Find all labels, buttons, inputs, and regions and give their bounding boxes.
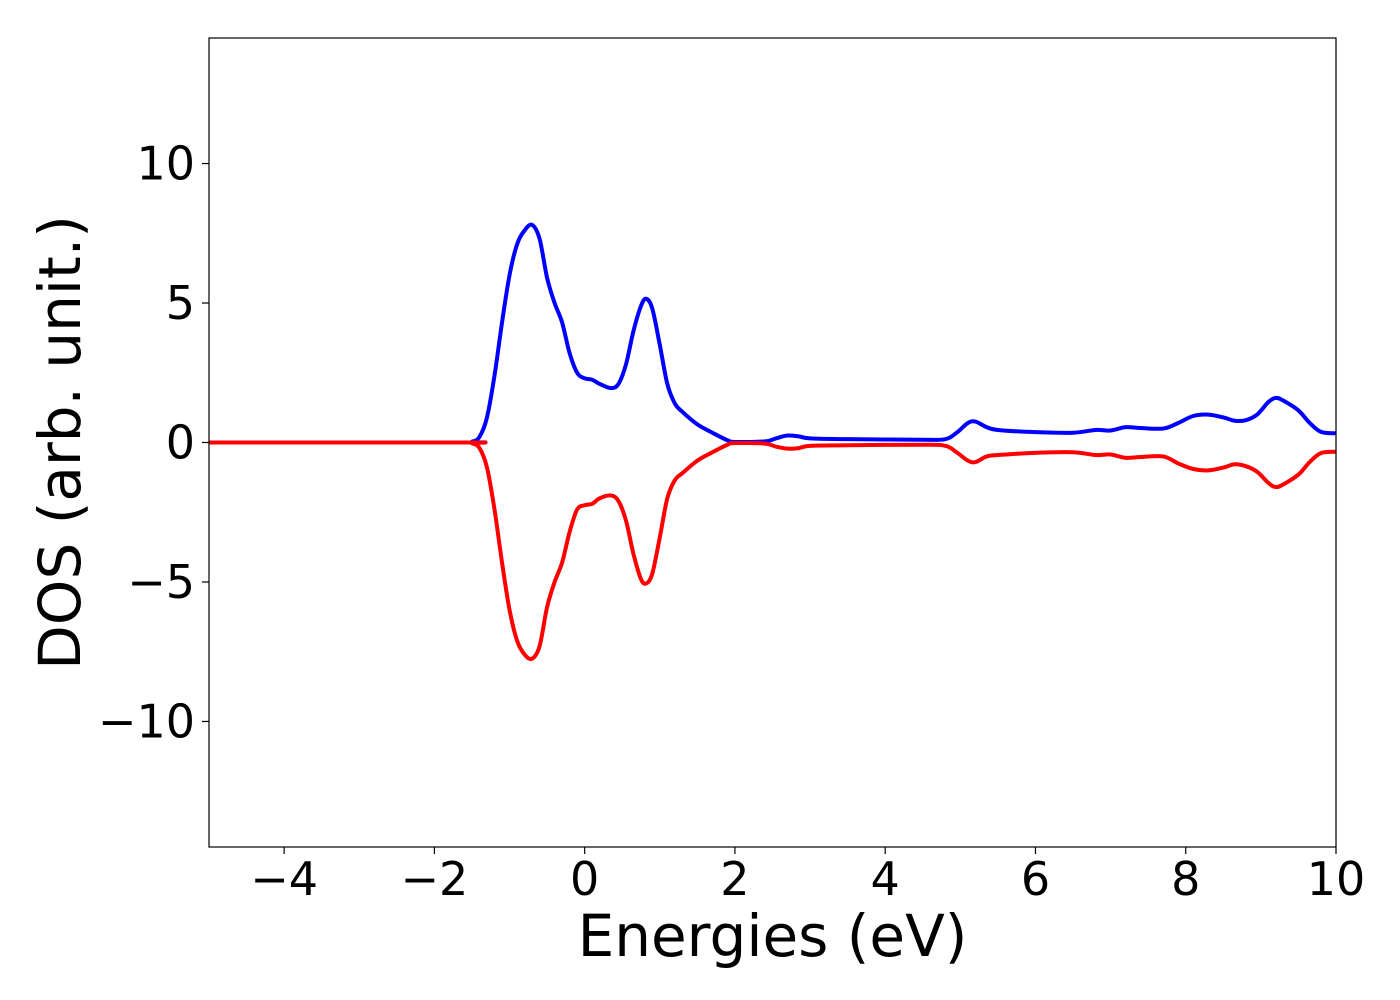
y-tick-label: 10 <box>136 137 195 191</box>
y-tick-label: 5 <box>166 276 195 330</box>
y-tick-label: −10 <box>98 694 195 748</box>
x-tick-label: −4 <box>250 852 318 906</box>
series-line-0 <box>208 222 1337 445</box>
y-axis-title: DOS (arb. unit.) <box>26 215 94 670</box>
x-tick-label: 4 <box>871 852 900 906</box>
y-tick-label: −5 <box>127 555 195 609</box>
series-line-1 <box>208 440 1337 662</box>
y-axis-ticks: −10 −5 0 5 10 <box>98 137 209 748</box>
x-tick-label: 6 <box>1021 852 1050 906</box>
x-tick-label: −2 <box>400 852 468 906</box>
x-tick-label: 2 <box>720 852 749 906</box>
x-tick-label: 10 <box>1307 852 1366 906</box>
x-tick-label: 0 <box>570 852 599 906</box>
series-layer <box>208 222 1337 662</box>
y-tick-label: 0 <box>166 416 195 470</box>
x-tick-label: 8 <box>1171 852 1200 906</box>
x-axis-title: Energies (eV) <box>578 902 968 970</box>
x-axis-ticks: −4 −2 0 2 4 6 8 10 <box>250 847 1365 906</box>
